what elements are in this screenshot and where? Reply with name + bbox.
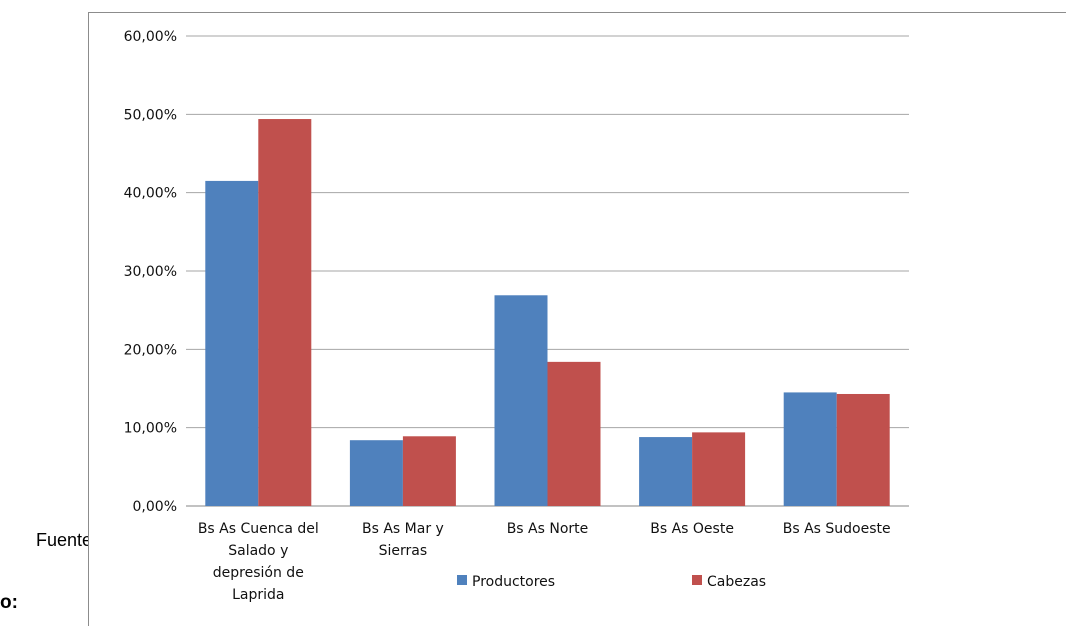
legend-label: Productores [472,574,555,590]
bar-cabezas [258,119,312,507]
y-tick-label: 0,00% [133,499,177,515]
x-category-label: Bs As Sudoeste [783,521,891,537]
chart-frame: 0,00% 10,00% 20,00% 30,00% 40,00% 50,00% 60,00… [88,12,1066,626]
legend-swatch [457,575,467,585]
bar-productores [205,180,259,506]
bar-productores [639,437,693,506]
legend-swatch [692,575,702,585]
bar-cabezas [402,436,456,506]
fuente-label: Fuente: [36,530,98,550]
x-category-label: Bs As Mar y Sierras [362,521,444,559]
bar-cabezas [547,361,601,506]
y-tick-label: 40,00% [124,186,177,202]
bar-cabezas [836,393,890,506]
y-tick-label: 60,00% [124,29,177,45]
heading-fragment: o: [0,592,18,613]
x-category-label: Bs As Norte [507,521,589,537]
bars [205,119,890,507]
x-category-label: Bs As Cuenca del Salado y depresión de Lapr… [198,521,319,603]
bar-productores [494,295,548,506]
bar-cabezas [692,432,746,506]
legend-label: Cabezas [707,574,766,590]
y-tick-label: 50,00% [124,107,177,123]
axes: 0,00% 10,00% 20,00% 30,00% 40,00% 50,00% 60,00… [124,29,891,603]
bar-chart: 0,00% 10,00% 20,00% 30,00% 40,00% 50,00% 60,00… [124,29,909,603]
y-tick-label: 10,00% [124,421,177,437]
y-tick-label: 30,00% [124,264,177,280]
bar-productores [349,440,403,506]
legend: Productores Cabezas [457,574,766,590]
bar-productores [783,392,837,506]
x-category-label: Bs As Oeste [650,521,734,537]
y-tick-label: 20,00% [124,342,177,358]
